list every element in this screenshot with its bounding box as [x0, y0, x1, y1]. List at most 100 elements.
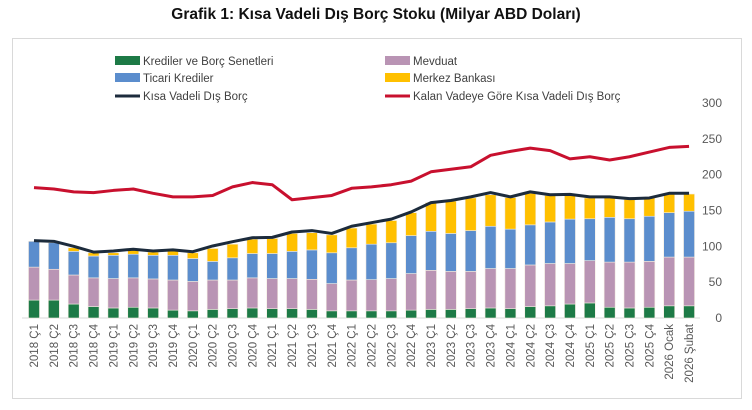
bar-segment	[504, 308, 517, 319]
bar-segment	[603, 217, 616, 263]
bar-segment	[226, 279, 239, 309]
bar-segment	[365, 243, 378, 280]
bar-segment	[286, 233, 298, 252]
x-tick-label: 2018 Ç3	[69, 324, 81, 367]
bar-segment	[385, 278, 398, 312]
legend-label: Krediler ve Borç Senetleri	[143, 56, 273, 68]
x-tick-label: 2018 Ç4	[89, 323, 101, 367]
x-tick-label: 2020 Ç2	[208, 324, 220, 367]
bar-segment	[583, 260, 596, 304]
bar-segment	[28, 241, 40, 268]
bar-segment	[306, 232, 318, 251]
bar-segment	[87, 277, 100, 307]
x-tick-label: 2023 Ç4	[486, 323, 498, 367]
x-tick-label: 2020 Ç4	[247, 323, 259, 367]
bar-segment	[365, 223, 378, 245]
x-tick-label: 2024 Ç1	[505, 324, 517, 367]
chart-title: Grafik 1: Kısa Vadeli Dış Borç Stoku (Mi…	[171, 6, 581, 23]
bar-segment	[425, 270, 437, 310]
bar-segment	[67, 274, 80, 305]
bar-segment	[107, 254, 120, 279]
bar-segment	[663, 212, 676, 258]
bar-segment	[623, 218, 636, 263]
bar-segment	[603, 261, 616, 308]
bar-segment	[187, 281, 199, 312]
bar-segment	[187, 258, 199, 282]
bar-segment	[445, 200, 457, 234]
bar-segment	[405, 273, 417, 311]
bar-segment	[28, 299, 40, 319]
x-tick-label: 2025 Ç1	[585, 324, 597, 367]
y-tick-label: 100	[702, 239, 722, 253]
bar-segment	[48, 299, 60, 319]
bar-segment	[266, 253, 279, 279]
x-tick-label: 2022 Ç4	[406, 323, 418, 367]
bar-segment	[28, 266, 40, 301]
bar-segment	[167, 254, 179, 281]
bar-segment	[643, 215, 656, 262]
bar-segment	[445, 271, 457, 310]
x-tick-label: 2020 Ç1	[188, 324, 200, 367]
x-tick-label: 2022 Ç3	[386, 324, 398, 367]
bar-segment	[564, 218, 576, 264]
bar-segment	[345, 247, 358, 281]
bar-segment	[484, 268, 497, 309]
legend-swatch	[385, 56, 410, 65]
bar-segment	[445, 233, 457, 272]
bar-segment	[147, 251, 159, 256]
bar-segment	[445, 309, 457, 319]
x-tick-label: 2026 Ocak	[664, 324, 676, 380]
bar-segment	[286, 278, 298, 309]
x-tick-label: 2021 Ç1	[267, 324, 279, 367]
y-tick-label: 150	[702, 204, 722, 218]
bar-segment	[524, 193, 537, 226]
bar-segment	[226, 257, 239, 281]
bar-segment	[663, 305, 676, 319]
x-tick-label: 2023 Ç1	[426, 324, 438, 367]
bar-segment	[484, 194, 497, 227]
bar-segment	[325, 310, 338, 319]
bar-segment	[365, 279, 378, 312]
y-tick-label: 50	[709, 275, 723, 289]
bar-segment	[87, 306, 100, 319]
bar-segment	[524, 224, 537, 266]
x-tick-label: 2022 Ç1	[347, 324, 359, 367]
bar-segment	[464, 197, 477, 231]
x-tick-label: 2018 Ç2	[49, 324, 61, 367]
bar-segment	[405, 212, 417, 236]
bar-segment	[167, 279, 179, 311]
x-tick-label: 2021 Ç3	[307, 324, 319, 367]
bar-segment	[425, 309, 437, 319]
bar-segment	[306, 309, 318, 319]
bar-segment	[286, 251, 298, 279]
x-tick-label: 2019 Ç4	[168, 323, 180, 367]
bar-segment	[683, 305, 695, 319]
bar-segment	[87, 255, 100, 279]
bar-segment	[683, 210, 695, 258]
bar-segment	[484, 307, 497, 319]
bar-segment	[226, 243, 239, 259]
x-tick-label: 2025 Ç4	[644, 323, 656, 367]
bar-segment	[206, 279, 219, 310]
bar-segment	[524, 264, 537, 307]
bar-segment	[206, 309, 219, 319]
bar-segment	[385, 242, 398, 279]
bar-segment	[425, 230, 437, 271]
bar-segment	[345, 310, 358, 319]
bar-segment	[564, 263, 576, 305]
bar-segment	[167, 309, 179, 319]
bar-segment	[623, 307, 636, 319]
bar-segment	[306, 249, 318, 280]
bar-segment	[663, 256, 676, 307]
bar-segment	[325, 234, 338, 254]
x-tick-label: 2025 Ç2	[605, 324, 617, 367]
bar-segment	[325, 252, 338, 284]
bar-segment	[246, 253, 259, 279]
bar-segment	[623, 261, 636, 309]
x-tick-label: 2021 Ç2	[287, 324, 299, 367]
bar-segment	[583, 197, 596, 220]
bar-segment	[643, 197, 656, 217]
bar-segment	[226, 308, 239, 319]
x-tick-label: 2019 Ç1	[108, 324, 120, 367]
